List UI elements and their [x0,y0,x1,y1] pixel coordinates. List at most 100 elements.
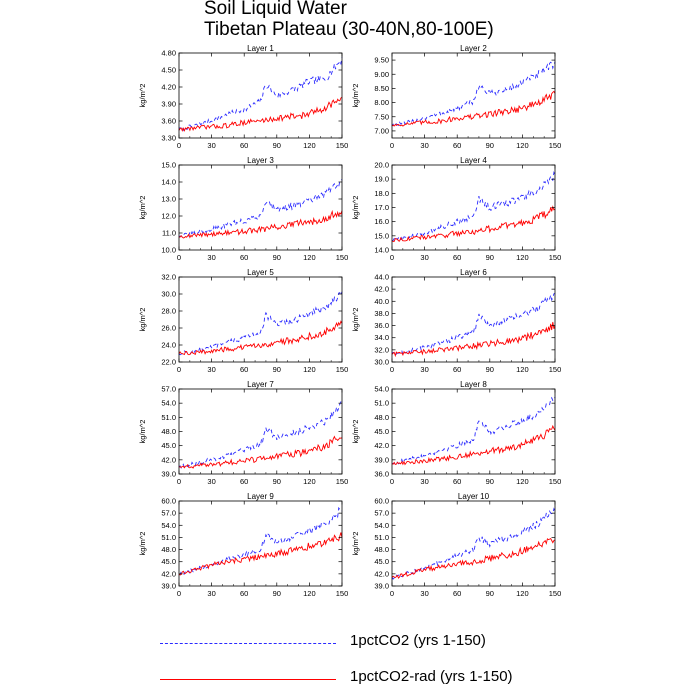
x-tick-label: 0 [177,589,181,598]
y-tick-label: 42.0 [161,455,176,464]
y-axis-label: kg/m^2 [138,420,147,444]
y-tick-label: 12.0 [161,212,176,221]
y-axis-label: kg/m^2 [138,532,147,556]
series-line-1pctco2 [178,291,343,356]
y-tick-label: 36.0 [374,470,389,479]
series-line-1pctco2 [391,396,556,466]
y-tick-label: 57.0 [161,385,176,394]
y-tick-label: 18.0 [374,189,389,198]
y-tick-label: 39.0 [374,455,389,464]
plot-frame [391,52,556,139]
panel-title: Layer 1 [247,44,274,53]
y-tick-label: 36.0 [374,321,389,330]
x-tick-label: 90 [273,365,281,374]
plot-frame [391,388,556,475]
y-tick-label: 40.0 [374,297,389,306]
y-tick-label: 45.0 [161,557,176,566]
y-tick-label: 51.0 [374,399,389,408]
y-tick-label: 54.0 [374,385,389,394]
x-tick-label: 120 [303,253,316,262]
y-tick-label: 9.00 [374,70,389,79]
x-tick-label: 0 [390,253,394,262]
x-tick-label: 150 [549,477,562,486]
series-line-1pctco2-rad [179,209,343,239]
y-tick-label: 42.0 [374,285,389,294]
panel-title: Layer 6 [460,268,487,277]
y-axis-label: kg/m^2 [138,196,147,220]
title-line-1: Soil Liquid Water [204,0,347,19]
series-line-1pctco2-rad [391,90,556,127]
y-tick-label: 4.80 [161,49,176,58]
x-tick-label: 150 [336,253,349,262]
y-tick-label: 4.50 [161,66,176,75]
series-line-1pctco2-rad [178,320,343,356]
x-tick-label: 150 [336,477,349,486]
y-tick-label: 39.0 [161,582,176,591]
x-tick-label: 0 [390,365,394,374]
x-tick-label: 90 [486,141,494,150]
x-tick-label: 60 [240,365,248,374]
panel-title: Layer 8 [460,380,487,389]
x-tick-label: 90 [486,477,494,486]
chart-panel-layer-4: Layer 4 kg/m^2 0 30 60 90 120 150 14.0 15.0 16.0 17… [351,156,561,262]
plot-frame [178,164,343,251]
legend-item-1pctco2: 1pctCO2 (yrs 1-150) [160,632,680,656]
y-tick-label: 8.50 [374,84,389,93]
y-tick-label: 48.0 [161,427,176,436]
y-tick-label: 44.0 [374,273,389,282]
plot-frame [178,500,343,587]
y-axis-label: kg/m^2 [138,308,147,332]
y-tick-label: 51.0 [161,533,176,542]
y-tick-label: 39.0 [374,582,389,591]
x-tick-label: 30 [420,253,428,262]
x-tick-label: 120 [303,141,316,150]
y-tick-label: 34.0 [374,333,389,342]
y-tick-label: 60.0 [374,497,389,506]
chart-panel-layer-6: Layer 6 kg/m^2 0 30 60 90 120 150 30.0 32.0 34.0 36… [351,268,561,374]
series-line-1pctco2 [178,506,343,575]
x-tick-label: 90 [273,253,281,262]
legend: 1pctCO2 (yrs 1-150) 1pctCO2-rad (yrs 1-1… [160,632,680,692]
x-tick-label: 150 [336,365,349,374]
panel-title: Layer 5 [247,268,274,277]
y-tick-label: 26.0 [161,324,176,333]
y-tick-label: 45.0 [374,427,389,436]
x-tick-label: 120 [303,365,316,374]
y-tick-label: 14.0 [161,178,176,187]
x-tick-label: 30 [207,253,215,262]
x-tick-label: 120 [516,141,529,150]
y-tick-label: 4.20 [161,83,176,92]
y-tick-label: 10.0 [161,246,176,255]
x-tick-label: 60 [240,477,248,486]
y-axis-label: kg/m^2 [351,196,360,220]
chart-panel-layer-1: Layer 1 kg/m^2 0 30 60 90 120 150 3.30 3.60 3.90 4.… [138,44,348,150]
x-tick-label: 30 [207,589,215,598]
x-tick-label: 60 [453,365,461,374]
x-tick-label: 90 [273,589,281,598]
x-tick-label: 150 [336,589,349,598]
y-tick-label: 30.0 [161,290,176,299]
y-axis-label: kg/m^2 [138,84,147,108]
x-tick-label: 90 [273,477,281,486]
y-axis-label: kg/m^2 [351,532,360,556]
chart-panel-layer-3: Layer 3 kg/m^2 0 30 60 90 120 150 10.0 11.0 12.0 13… [138,156,348,262]
y-tick-label: 22.0 [161,358,176,367]
plot-frame [391,276,556,363]
y-tick-label: 16.0 [374,217,389,226]
x-tick-label: 120 [303,477,316,486]
series-line-1pctco2-rad [391,424,556,466]
y-tick-label: 32.0 [161,273,176,282]
x-tick-label: 30 [420,589,428,598]
x-tick-label: 0 [390,477,394,486]
legend-label: 1pctCO2 (yrs 1-150) [350,632,486,649]
series-line-1pctco2 [178,401,343,469]
series-line-1pctco2 [391,292,556,356]
y-tick-label: 42.0 [374,441,389,450]
y-tick-label: 14.0 [374,246,389,255]
series-line-1pctco2-rad [391,205,556,242]
x-tick-label: 150 [549,141,562,150]
panel-title: Layer 3 [247,156,274,165]
y-tick-label: 3.30 [161,134,176,143]
chart-panel-layer-7: Layer 7 kg/m^2 0 30 60 90 120 150 39.0 42.0 45.0 48… [138,380,348,486]
y-tick-label: 51.0 [161,413,176,422]
